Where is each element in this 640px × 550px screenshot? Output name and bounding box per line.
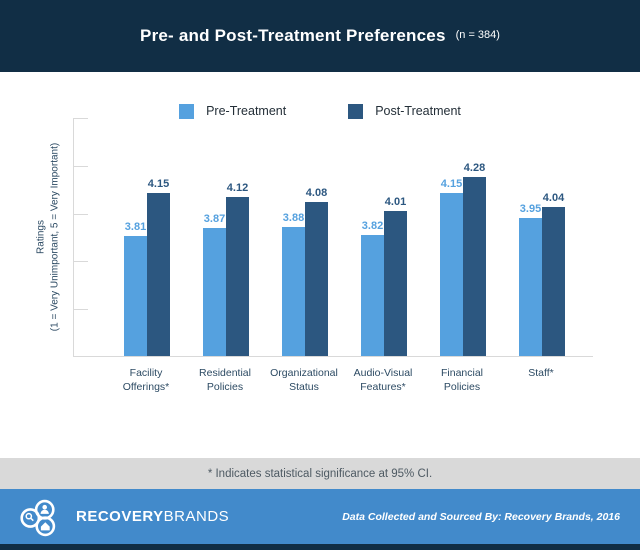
x-axis-label: Facility Offerings*	[122, 367, 170, 394]
y-axis-tick	[74, 261, 88, 262]
bar-column: 4.08	[305, 118, 328, 356]
header: Pre- and Post-Treatment Preferences (n =…	[0, 0, 640, 72]
bar-group: 3.88 4.08	[282, 118, 328, 356]
y-axis-tick	[74, 214, 88, 215]
x-axis-label: Audio-Visual Features*	[353, 367, 413, 394]
bar-pre-treatment	[203, 228, 226, 356]
x-axis-label: Financial Policies	[440, 367, 484, 394]
bar-group: 4.15 4.28	[440, 118, 486, 356]
bar-column: 3.81	[124, 118, 147, 356]
sample-size: (n = 384)	[455, 29, 500, 41]
footnote-text: * Indicates statistical significance at …	[207, 467, 433, 480]
bar-column: 3.82	[361, 118, 384, 356]
x-axis-label: Organizational Status	[270, 367, 338, 394]
brand: RECOVERYBRANDS	[20, 495, 229, 539]
bar-group: 3.87 4.12	[203, 118, 249, 356]
brand-name-bold: RECOVERY	[76, 508, 164, 525]
legend: Pre-Treatment Post-Treatment	[0, 102, 640, 120]
bar-value-label: 3.87	[203, 213, 226, 226]
legend-item-post-treatment: Post-Treatment	[348, 103, 461, 119]
bar-column: 4.28	[463, 118, 486, 356]
bar-post-treatment	[226, 196, 249, 356]
bar-value-label: 3.81	[124, 220, 147, 233]
bar-group: 3.82 4.01	[361, 118, 407, 356]
y-axis-tick	[74, 309, 88, 310]
legend-swatch	[179, 103, 195, 119]
bar-post-treatment	[463, 176, 486, 356]
bar-post-treatment	[147, 193, 170, 356]
legend-label: Post-Treatment	[375, 104, 461, 118]
bar-column: 4.04	[542, 118, 565, 356]
bar-group: 3.95 4.04	[519, 118, 565, 356]
bar-value-label: 4.15	[147, 178, 170, 191]
bar-column: 4.01	[384, 118, 407, 356]
y-axis-tick	[74, 356, 88, 357]
bar-column: 4.15	[440, 118, 463, 356]
recovery-brands-logo-icon	[20, 499, 56, 536]
bar-post-treatment	[305, 201, 328, 356]
bar-column: 4.15	[147, 118, 170, 356]
bar-value-label: 4.15	[440, 178, 463, 191]
bottom-strip	[0, 544, 640, 550]
bar-post-treatment	[384, 210, 407, 356]
plot-area: 3.81 4.15 3.87 4.12 3.88 4.08 3.82 4.01 4.15 4.28…	[73, 118, 593, 357]
bar-value-label: 4.01	[384, 195, 407, 208]
bar-pre-treatment	[282, 226, 305, 356]
bar-post-treatment	[542, 206, 565, 356]
bar-value-label: 3.88	[282, 211, 305, 224]
y-axis-title-line1: Ratings	[35, 220, 47, 254]
y-axis-title-line2: (1 = Very Unimportant, 5 = Very Importan…	[49, 142, 60, 332]
y-axis-tick	[74, 166, 88, 167]
bar-pre-treatment	[519, 218, 542, 356]
legend-swatch	[348, 103, 364, 119]
x-axis-label: Staff*	[528, 367, 554, 379]
source-credit: Data Collected and Sourced By: Recovery …	[342, 510, 620, 523]
footnote-band: * Indicates statistical significance at …	[0, 458, 640, 489]
x-axis-label: Residential Policies	[199, 367, 251, 394]
brand-name: RECOVERYBRANDS	[76, 508, 229, 525]
bar-pre-treatment	[440, 193, 463, 356]
chart-title: Pre- and Post-Treatment Preferences	[140, 26, 446, 45]
footer: RECOVERYBRANDS Data Collected and Source…	[0, 489, 640, 544]
bar-group: 3.81 4.15	[124, 118, 170, 356]
person-icon	[40, 504, 49, 514]
brand-name-light: BRANDS	[163, 508, 230, 525]
y-axis-tick	[74, 118, 88, 119]
bar-value-label: 4.28	[463, 161, 486, 174]
bar-value-label: 3.82	[361, 219, 384, 232]
bar-column: 3.87	[203, 118, 226, 356]
house-icon	[40, 521, 50, 530]
chart-section: Pre-Treatment Post-Treatment Ratings (1 =…	[0, 72, 640, 458]
bar-value-label: 4.12	[226, 181, 249, 194]
y-axis-title: Ratings (1 = Very Unimportant, 5 = Very …	[35, 143, 62, 331]
bar-value-label: 4.08	[305, 186, 328, 199]
bar-pre-treatment	[124, 235, 147, 356]
bar-value-label: 4.04	[542, 191, 565, 204]
bar-value-label: 3.95	[519, 203, 542, 216]
legend-label: Pre-Treatment	[206, 104, 287, 118]
bar-column: 4.12	[226, 118, 249, 356]
bar-column: 3.95	[519, 118, 542, 356]
legend-item-pre-treatment: Pre-Treatment	[179, 103, 287, 119]
magnifier-icon	[25, 512, 34, 521]
bar-column: 3.88	[282, 118, 305, 356]
bar-pre-treatment	[361, 234, 384, 356]
